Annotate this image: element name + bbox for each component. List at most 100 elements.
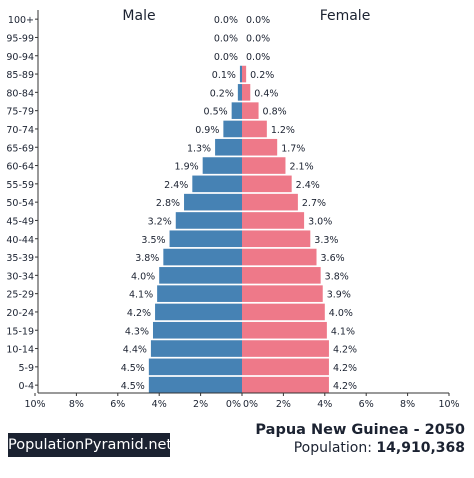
male-bar-65-69 [215, 138, 242, 156]
x-tick-label-male: 6% [110, 399, 125, 410]
female-bar-25-29 [242, 285, 323, 302]
male-bar-15-19 [152, 321, 242, 339]
chart-caption: Papua New Guinea - 2050 Population: 14,9… [255, 421, 465, 457]
female-value-label: 3.0% [308, 216, 332, 227]
male-bar-5-9 [148, 358, 242, 376]
female-value-label: 0.2% [250, 70, 274, 81]
female-value-label: 0.4% [254, 88, 278, 99]
male-bar-30-34 [159, 267, 242, 284]
male-bar-35-39 [163, 248, 242, 266]
age-group-label: 60-64 [6, 162, 34, 173]
female-value-label: 4.2% [333, 381, 357, 392]
age-group-label: 40-44 [6, 235, 34, 246]
male-value-label: 4.4% [123, 345, 147, 356]
female-value-label: 2.7% [302, 198, 326, 209]
female-bar-75-79 [242, 102, 259, 119]
female-bar-85-89 [242, 65, 247, 83]
female-bar-55-59 [242, 175, 292, 193]
female-value-label: 2.4% [296, 180, 320, 191]
male-value-label: 4.5% [121, 363, 145, 374]
age-group-label: 10-14 [6, 345, 34, 356]
male-value-label: 4.5% [121, 381, 145, 392]
male-bar-85-89 [239, 65, 242, 83]
female-bar-65-69 [242, 138, 278, 156]
age-group-label: 90-94 [6, 52, 34, 63]
male-value-label: 2.4% [164, 180, 188, 191]
male-value-label: 1.9% [175, 162, 199, 173]
male-value-label: 4.0% [131, 271, 155, 282]
female-value-label: 0.0% [246, 15, 270, 26]
male-side-label: Male [122, 8, 155, 24]
axes-group: 100+ 0.0% 0.0% 95-99 0.0% 0.0% 90-94 0.0% 0.0% 85… [6, 10, 460, 410]
x-tick-label-female: 4% [317, 399, 332, 410]
male-value-label: 4.1% [129, 290, 153, 301]
female-value-label: 4.0% [329, 308, 353, 319]
x-tick-label-male: 4% [152, 399, 167, 410]
male-value-label: 1.3% [187, 143, 211, 154]
female-value-label: 2.1% [289, 162, 313, 173]
female-value-label: 1.7% [281, 143, 305, 154]
male-value-label: 3.5% [141, 235, 165, 246]
population-label: Population: [293, 440, 372, 456]
male-bar-20-24 [155, 303, 242, 321]
female-value-label: 0.0% [246, 52, 270, 63]
female-bar-80-84 [242, 84, 251, 101]
age-group-label: 95-99 [6, 33, 34, 44]
bars-group [148, 65, 329, 394]
male-value-label: 3.2% [148, 216, 172, 227]
x-tick-label-female: 2% [276, 399, 291, 410]
male-bar-60-64 [202, 157, 242, 174]
age-group-label: 15-19 [6, 326, 34, 337]
population-value: 14,910,368 [376, 440, 465, 456]
male-value-label: 0.5% [204, 107, 228, 118]
female-value-label: 3.6% [321, 253, 345, 264]
brand-badge: PopulationPyramid.net [8, 433, 172, 457]
female-bar-15-19 [242, 321, 327, 339]
male-value-label: 0.2% [210, 88, 234, 99]
female-bar-35-39 [242, 248, 317, 266]
female-value-label: 3.9% [327, 290, 351, 301]
age-group-label: 80-84 [6, 88, 34, 99]
female-bar-40-44 [242, 230, 311, 248]
female-bar-30-34 [242, 267, 321, 284]
male-bar-70-74 [223, 120, 242, 138]
male-bar-75-79 [231, 102, 242, 119]
male-value-label: 4.3% [125, 326, 149, 337]
female-bar-20-24 [242, 303, 325, 321]
female-bar-10-14 [242, 340, 329, 357]
female-value-label: 3.8% [325, 271, 349, 282]
female-value-label: 3.3% [314, 235, 338, 246]
x-tick-label-male: 0% [226, 399, 241, 410]
age-group-label: 100+ [8, 15, 34, 26]
age-group-label: 0-4 [18, 381, 34, 392]
female-bar-70-74 [242, 120, 267, 138]
male-bar-80-84 [237, 84, 242, 101]
age-group-label: 65-69 [6, 143, 34, 154]
age-group-label: 75-79 [6, 107, 34, 118]
chart-title: Papua New Guinea - 2050 [255, 422, 465, 438]
age-group-label: 50-54 [6, 198, 34, 209]
x-tick-label-female: 6% [359, 399, 374, 410]
x-tick-label-male: 8% [69, 399, 84, 410]
female-value-label: 4.2% [333, 345, 357, 356]
female-value-label: 4.1% [331, 326, 355, 337]
population-pyramid-chart: Male Female 100+ 0.0% 0.0% 95-99 0.0% 0.0% 90-… [6, 8, 460, 410]
age-group-label: 25-29 [6, 290, 34, 301]
male-value-label: 0.1% [212, 70, 236, 81]
female-bar-45-49 [242, 212, 305, 229]
female-value-label: 4.2% [333, 363, 357, 374]
male-bar-40-44 [169, 230, 242, 248]
male-value-label: 0.0% [214, 33, 238, 44]
male-bar-55-59 [192, 175, 242, 193]
female-side-label: Female [320, 8, 371, 24]
female-value-label: 0.0% [246, 33, 270, 44]
male-value-label: 0.9% [195, 125, 219, 136]
female-bar-5-9 [242, 358, 329, 376]
age-group-label: 20-24 [6, 308, 34, 319]
female-bar-50-54 [242, 193, 298, 211]
male-value-label: 0.0% [214, 15, 238, 26]
x-tick-label-female: 0% [243, 399, 258, 410]
male-value-label: 3.8% [135, 253, 159, 264]
male-value-label: 2.8% [156, 198, 180, 209]
x-tick-label-male: 10% [24, 399, 45, 410]
